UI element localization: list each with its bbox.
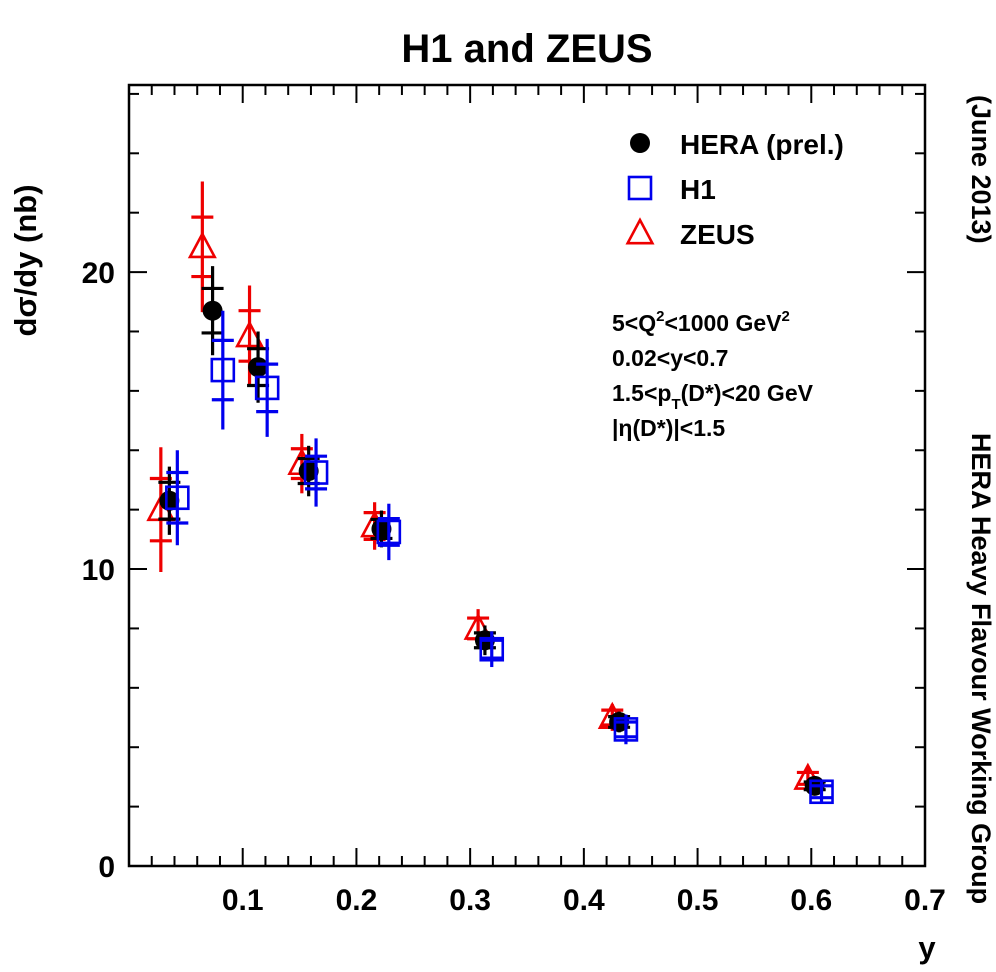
data-point-h1 <box>303 460 329 485</box>
data-point-h1 <box>254 375 280 401</box>
x-axis-label: y <box>918 930 936 965</box>
data-point-hera--prel-- <box>202 300 223 321</box>
x-tick-label: 0.1 <box>222 884 264 917</box>
data-point-h1 <box>165 485 190 511</box>
legend-label: H1 <box>680 174 716 205</box>
legend-marker-open-triangle <box>625 217 655 245</box>
y-axis-label: dσ/dy (nb) <box>8 184 43 336</box>
x-tick-label: 0.2 <box>336 884 378 917</box>
side-group-label: HERA Heavy Flavour Working Group <box>966 433 996 904</box>
cut-line-q2: 5<Q2<1000 GeV2 <box>612 308 790 336</box>
data-point-h1 <box>479 636 505 662</box>
data-point-h1 <box>376 519 402 545</box>
cut-line-eta: |η(D*)|<1.5 <box>612 415 725 441</box>
side-date-label: (June 2013) <box>966 95 996 244</box>
data-point-zeus <box>187 231 217 259</box>
x-tick-label: 0.7 <box>904 884 946 917</box>
data-point-h1 <box>809 779 834 805</box>
data-point-zeus <box>235 320 265 348</box>
x-tick-label: 0.4 <box>563 884 605 917</box>
plot-title: H1 and ZEUS <box>401 27 652 71</box>
x-tick-label: 0.3 <box>449 884 491 917</box>
data-point-hera--prel-- <box>298 461 319 482</box>
x-tick-label: 0.6 <box>790 884 832 917</box>
data-point-hera--prel-- <box>159 490 180 511</box>
y-tick-label: 10 <box>82 554 115 587</box>
legend-label: HERA (prel.) <box>680 129 844 160</box>
legend-label: ZEUS <box>680 219 755 250</box>
data-point-h1 <box>210 357 236 383</box>
cut-line-pt: 1.5<pT(D*)<20 GeV <box>612 380 814 413</box>
plot-frame <box>127 83 927 868</box>
y-tick-label: 20 <box>82 257 115 290</box>
data-point-hera--prel-- <box>248 357 269 378</box>
x-tick-label: 0.5 <box>677 884 719 917</box>
y-tick-label: 0 <box>98 851 115 884</box>
legend-marker-open-square <box>627 175 653 201</box>
data-point-h1 <box>613 717 639 742</box>
legend-marker-filled-circle <box>630 133 650 153</box>
cut-line-y: 0.02<y<0.7 <box>612 345 728 371</box>
data-point-hera--prel-- <box>371 518 392 539</box>
